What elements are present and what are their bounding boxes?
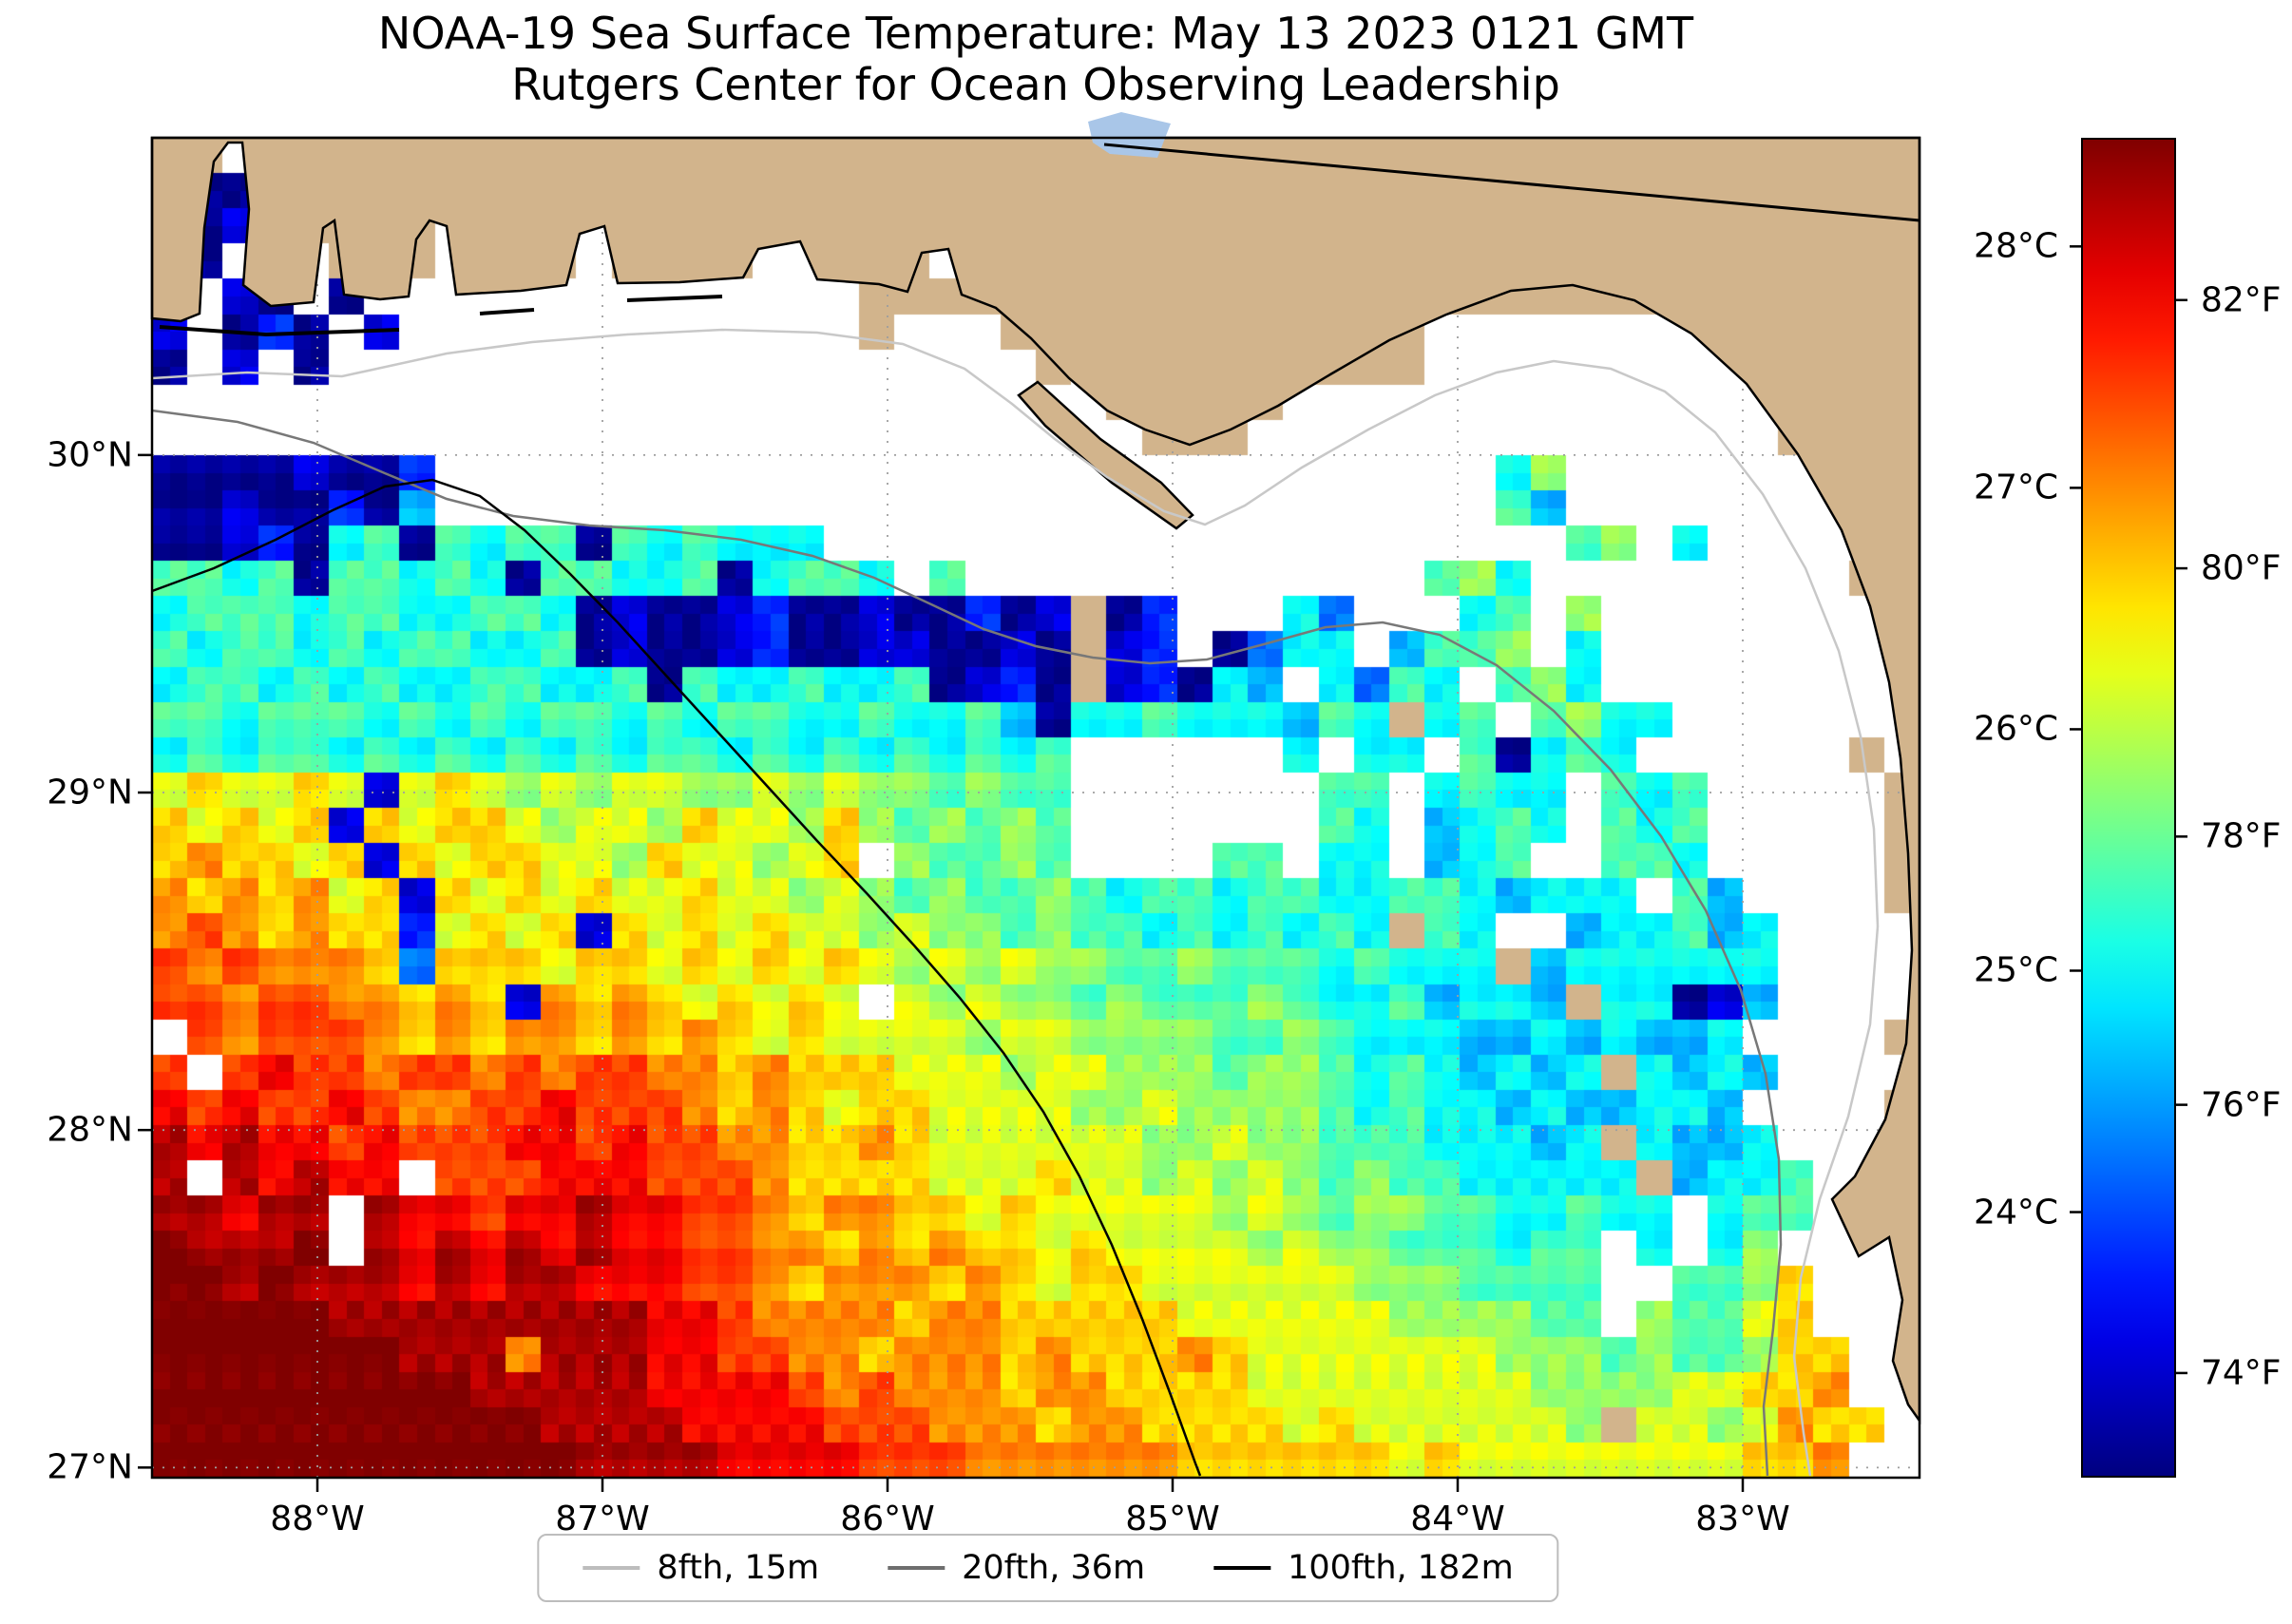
legend-item-100fth: 100fth, 182m bbox=[1213, 1549, 1514, 1587]
figure-title-block: NOAA-19 Sea Surface Temperature: May 13 … bbox=[152, 8, 1920, 110]
legend-label-20fth: 20fth, 36m bbox=[962, 1549, 1146, 1587]
colorbar-celsius-label: 24°C bbox=[1974, 1193, 2058, 1232]
colorbar-celsius-label: 28°C bbox=[1974, 226, 2058, 266]
colorbar-fahrenheit-label: 74°F bbox=[2201, 1353, 2282, 1393]
colorbar-celsius-label: 26°C bbox=[1974, 709, 2058, 749]
figure-title: NOAA-19 Sea Surface Temperature: May 13 … bbox=[377, 8, 1694, 59]
x-axis-tick-label: 86°W bbox=[840, 1500, 935, 1538]
y-axis-tick-label: 29°N bbox=[47, 773, 133, 812]
colorbar-celsius-label: 27°C bbox=[1974, 468, 2058, 507]
legend-line-8fth-swatch bbox=[583, 1566, 640, 1570]
legend-label-100fth: 100fth, 182m bbox=[1288, 1549, 1514, 1587]
legend: 8fth, 15m 20fth, 36m 100fth, 182m bbox=[537, 1534, 1559, 1602]
colorbar-fahrenheit-label: 78°F bbox=[2201, 816, 2282, 856]
x-axis-tick-label: 88°W bbox=[270, 1500, 365, 1538]
x-axis-tick-label: 83°W bbox=[1695, 1500, 1790, 1538]
colorbar-gradient bbox=[2081, 138, 2176, 1478]
legend-label-8fth: 8fth, 15m bbox=[657, 1549, 820, 1587]
colorbar-fahrenheit-label: 80°F bbox=[2201, 548, 2282, 588]
x-axis-tick-label: 84°W bbox=[1410, 1500, 1505, 1538]
legend-line-20fth-swatch bbox=[888, 1566, 945, 1570]
legend-item-8fth: 8fth, 15m bbox=[583, 1549, 819, 1587]
x-axis-tick-label: 85°W bbox=[1125, 1500, 1220, 1538]
colorbar-fahrenheit-label: 82°F bbox=[2201, 280, 2282, 320]
legend-item-20fth: 20fth, 36m bbox=[888, 1549, 1145, 1587]
colorbar-fahrenheit-label: 76°F bbox=[2201, 1085, 2282, 1125]
y-axis-tick-label: 27°N bbox=[47, 1447, 133, 1487]
y-axis-tick-label: 28°N bbox=[47, 1110, 133, 1150]
x-axis-tick-label: 87°W bbox=[555, 1500, 650, 1538]
figure-subtitle: Rutgers Center for Ocean Observing Leade… bbox=[511, 59, 1560, 110]
colorbar-celsius-label: 25°C bbox=[1974, 950, 2058, 990]
sst-heatmap-canvas bbox=[152, 138, 1920, 1478]
legend-line-100fth-swatch bbox=[1213, 1566, 1271, 1570]
y-axis-tick-label: 30°N bbox=[47, 435, 133, 475]
